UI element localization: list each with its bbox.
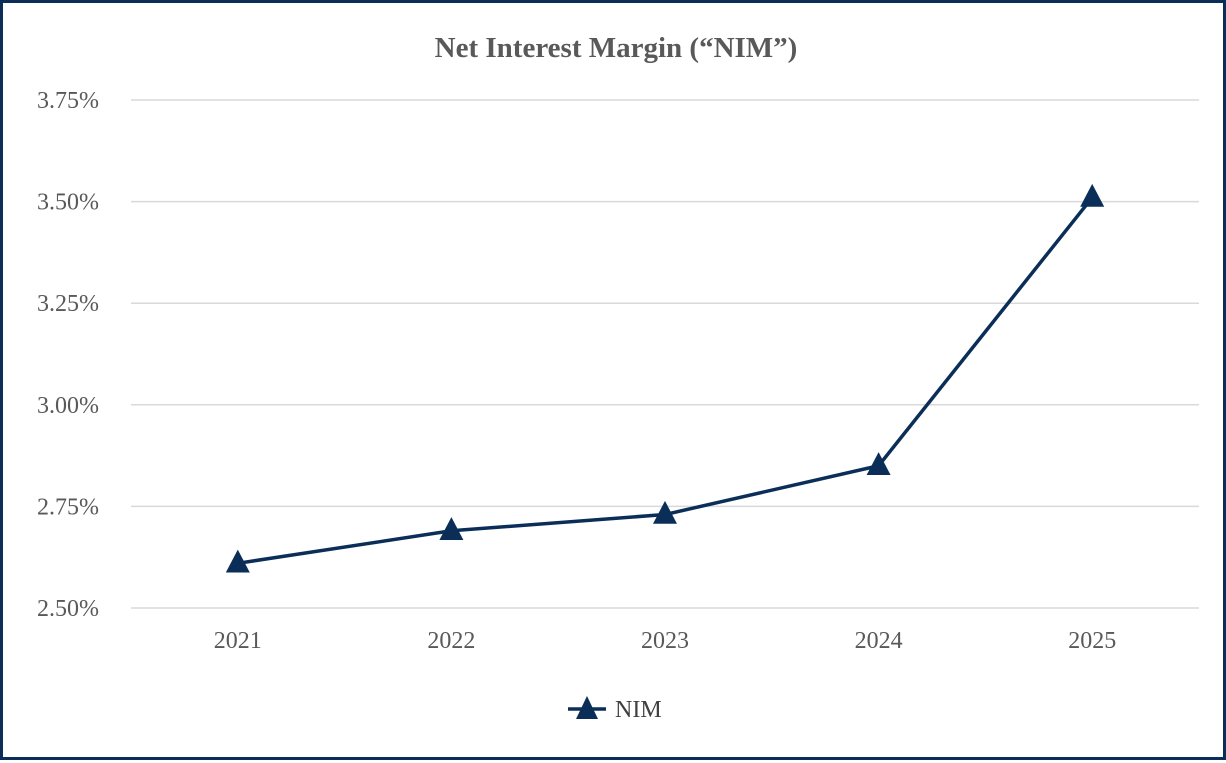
x-tick-label: 2023 xyxy=(641,628,689,654)
data-point-marker xyxy=(439,517,464,541)
y-tick-label: 3.00% xyxy=(37,393,99,419)
y-tick-label: 2.50% xyxy=(37,596,99,622)
gridlines xyxy=(131,99,1199,609)
x-tick-label: 2021 xyxy=(214,628,262,654)
series-layer xyxy=(225,183,1105,573)
chart-title: Net Interest Margin (“NIM”) xyxy=(435,32,798,64)
data-point-marker xyxy=(866,452,891,475)
y-tick-label: 3.50% xyxy=(37,190,99,216)
x-tick-label: 2024 xyxy=(855,628,903,654)
data-point-marker xyxy=(225,549,250,573)
legend: NIM xyxy=(568,696,662,723)
legend-label-nim: NIM xyxy=(615,697,662,723)
data-point-marker xyxy=(653,500,677,524)
legend-triangle-marker xyxy=(576,696,598,719)
nim-line-chart: Net Interest Margin (“NIM”) 2.50% 2.75% 3.… xyxy=(37,32,1199,723)
x-tick-label: 2025 xyxy=(1068,628,1116,654)
y-axis-ticks: 2.50% 2.75% 3.00% 3.25% 3.50% 3.75% xyxy=(37,88,99,622)
y-tick-label: 3.25% xyxy=(37,291,99,317)
y-tick-label: 2.75% xyxy=(37,494,99,520)
x-axis-ticks: 2021 2022 2023 2024 2025 xyxy=(214,628,1116,654)
data-point-marker xyxy=(1080,183,1105,207)
y-tick-label: 3.75% xyxy=(37,88,99,114)
x-tick-label: 2022 xyxy=(427,628,475,654)
